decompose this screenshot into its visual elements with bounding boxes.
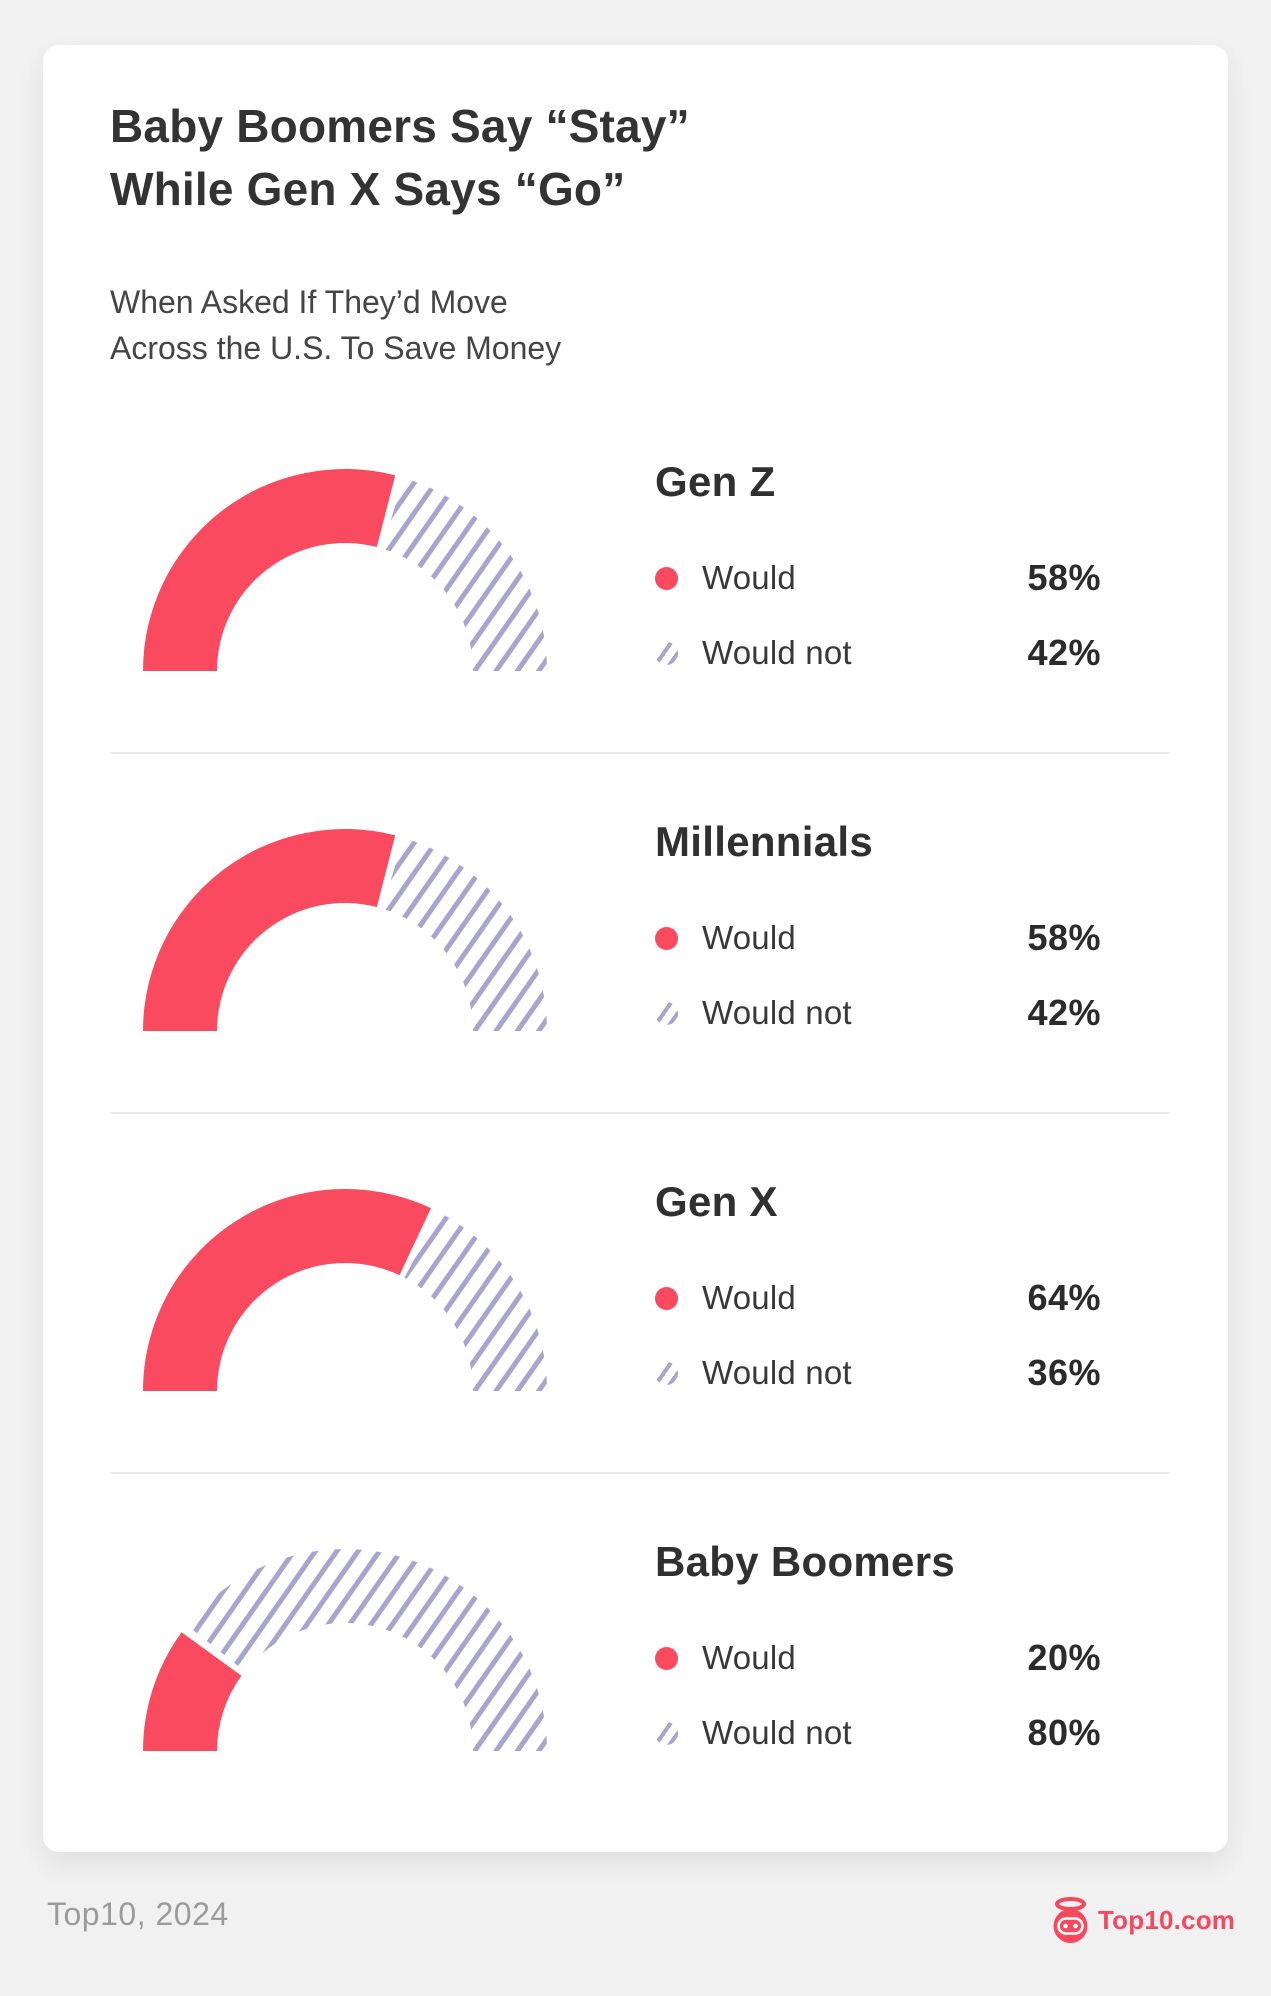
generation-title: Gen X [655, 1178, 778, 1225]
gauge-would-arc [143, 1632, 242, 1751]
source-attribution: Top10, 2024 [47, 1896, 229, 1932]
legend-row-would-not: Would not 80% [655, 1708, 1101, 1758]
semicircle-gauge-chart [143, 469, 547, 671]
legend-row-would: Would 64% [655, 1273, 1101, 1323]
legend-label-would: Would [702, 1279, 796, 1316]
gauge-would-arc [143, 469, 396, 671]
legend-row-would-not: Would not 36% [655, 1348, 1101, 1398]
would-not-value: 42% [1027, 992, 1101, 1033]
legend-label-would-not: Would not [702, 634, 852, 671]
generation-title: Baby Boomers [655, 1538, 956, 1585]
would-value: 58% [1027, 917, 1101, 958]
section-divider [110, 1112, 1170, 1114]
section-divider [110, 1472, 1170, 1474]
legend-label-would: Would [702, 559, 796, 596]
page-title: Baby Boomers Say “Stay” While Gen X Says… [110, 100, 690, 216]
legend-label-would-not: Would not [702, 1714, 852, 1751]
generation-section: Gen X Would 64% Would not 36% [43, 1178, 1228, 1549]
gauge-would-not-arc [382, 837, 547, 1031]
gauge-would-arc [143, 829, 396, 1031]
legend-row-would-not: Would not 42% [655, 988, 1101, 1038]
legend-label-would: Would [702, 919, 796, 956]
would-value: 64% [1027, 1277, 1101, 1318]
would-dot-icon [655, 566, 678, 590]
would-dot-icon [655, 1646, 678, 1670]
would-value: 58% [1027, 557, 1101, 598]
would-not-dot-icon [655, 1001, 678, 1025]
legend-label-would: Would [702, 1639, 796, 1676]
top10-robot-icon [1053, 1897, 1088, 1943]
would-not-value: 80% [1027, 1712, 1101, 1753]
legend-row-would-not: Would not 42% [655, 628, 1101, 678]
brand-text: Top10.com [1098, 1905, 1236, 1935]
gauge-would-arc [143, 1188, 432, 1391]
would-not-value: 42% [1027, 632, 1101, 673]
section-divider [110, 752, 1170, 754]
would-not-dot-icon [655, 1361, 678, 1385]
gauge-would-not-arc [404, 1212, 547, 1391]
semicircle-gauge-chart [143, 1188, 547, 1391]
legend-row-would: Would 58% [655, 553, 1101, 603]
generation-section: Millennials Would 58% Would not 42% [43, 818, 1228, 1189]
legend-row-would: Would 20% [655, 1633, 1101, 1683]
would-not-value: 36% [1027, 1352, 1101, 1393]
generation-title: Gen Z [655, 458, 776, 505]
legend-row-would: Would 58% [655, 913, 1101, 963]
gauge-would-not-arc [382, 477, 547, 671]
generation-title: Millennials [655, 818, 874, 865]
would-dot-icon [655, 926, 678, 950]
generation-section: Gen Z Would 58% Would not 42% [43, 458, 1228, 829]
would-not-dot-icon [655, 641, 678, 665]
would-not-dot-icon [655, 1721, 678, 1745]
page-subtitle: When Asked If They’d Move Across the U.S… [110, 284, 562, 367]
semicircle-gauge-chart [143, 1548, 547, 1751]
would-dot-icon [655, 1286, 678, 1310]
infographic-card: Baby Boomers Say “Stay” While Gen X Says… [43, 45, 1228, 1852]
semicircle-gauge-chart [143, 829, 547, 1031]
would-value: 20% [1027, 1637, 1101, 1678]
brand-logo: Top10.com [1052, 1897, 1235, 1944]
gauge-would-not-arc [186, 1548, 547, 1751]
legend-label-would-not: Would not [702, 1354, 852, 1391]
legend-label-would-not: Would not [702, 994, 852, 1031]
generation-section: Baby Boomers Would 20% Would not 80% [43, 1538, 1228, 1909]
